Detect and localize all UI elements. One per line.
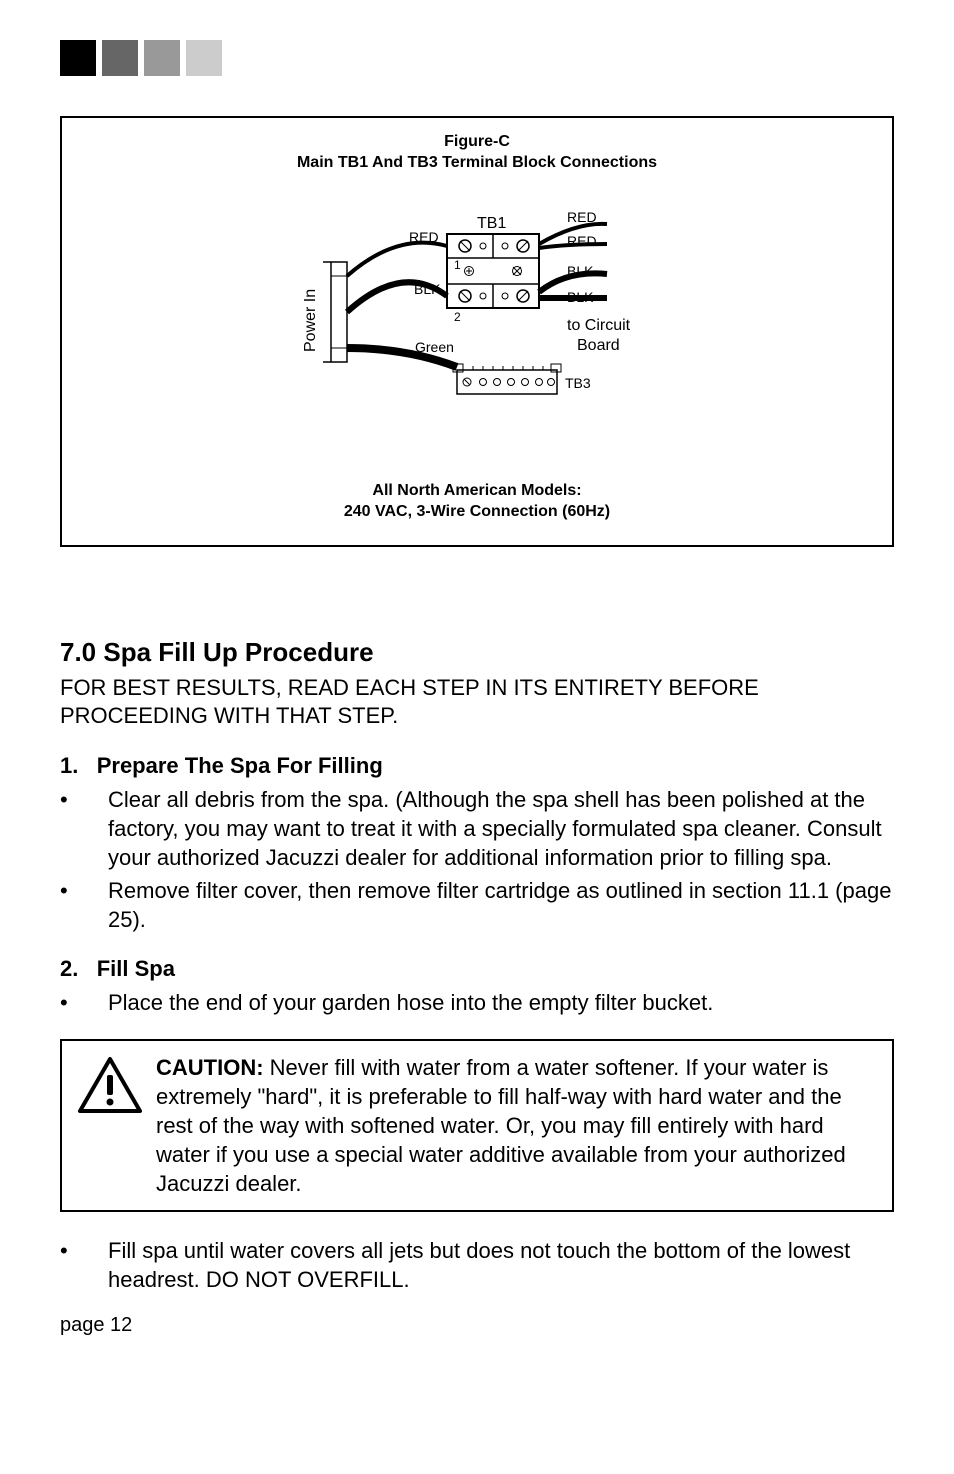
- step-1-bullet-2: Remove filter cover, then remove filter …: [60, 876, 894, 934]
- section-heading: 7.0 Spa Fill Up Procedure: [60, 637, 894, 668]
- step-2: 2. Fill Spa Place the end of your garden…: [60, 956, 894, 1017]
- step-2-num: 2.: [60, 956, 78, 981]
- label-tb3: TB3: [565, 375, 591, 391]
- figure-title-line1: Figure-C: [444, 133, 510, 150]
- step-2-bullet-1: Place the end of your garden hose into t…: [60, 988, 894, 1017]
- figure-caption-line1: All North American Models:: [372, 482, 581, 499]
- figure-caption-line2: 240 VAC, 3-Wire Connection (60Hz): [344, 503, 610, 520]
- caution-label: CAUTION:: [156, 1055, 264, 1080]
- step-1-label: Prepare The Spa For Filling: [97, 753, 383, 778]
- square-4: [186, 40, 222, 76]
- final-bullet: Fill spa until water covers all jets but…: [60, 1236, 894, 1294]
- warning-icon: [78, 1057, 142, 1113]
- label-green: Green: [415, 339, 454, 355]
- label-to-circuit: to Circuit: [567, 317, 631, 334]
- square-3: [144, 40, 180, 76]
- step-1-num: 1.: [60, 753, 78, 778]
- page-number: page 12: [60, 1314, 894, 1337]
- section-lead: FOR BEST RESULTS, READ EACH STEP IN ITS …: [60, 674, 894, 731]
- step-2-label: Fill Spa: [97, 956, 175, 981]
- caution-box: CAUTION: Never fill with water from a wa…: [60, 1039, 894, 1212]
- step-2-title: 2. Fill Spa: [60, 956, 894, 982]
- label-tb1: TB1: [477, 215, 506, 232]
- label-1: 1: [454, 258, 461, 272]
- wiring-diagram: TB1 RED RED RED BLK BLK BLK 1 2 Power In…: [247, 192, 707, 452]
- square-2: [102, 40, 138, 76]
- header-indicator: [60, 40, 894, 76]
- caution-text: CAUTION: Never fill with water from a wa…: [156, 1053, 876, 1198]
- figure-title: Figure-C Main TB1 And TB3 Terminal Block…: [82, 132, 872, 174]
- label-board: Board: [577, 337, 620, 354]
- label-power-in: Power In: [302, 288, 319, 351]
- step-1-bullet-1: Clear all debris from the spa. (Although…: [60, 785, 894, 872]
- step-1: 1. Prepare The Spa For Filling Clear all…: [60, 753, 894, 934]
- square-1: [60, 40, 96, 76]
- step-1-title: 1. Prepare The Spa For Filling: [60, 753, 894, 779]
- label-2: 2: [454, 310, 461, 324]
- figure-c-box: Figure-C Main TB1 And TB3 Terminal Block…: [60, 116, 894, 547]
- figure-title-line2: Main TB1 And TB3 Terminal Block Connecti…: [297, 154, 657, 171]
- figure-caption: All North American Models: 240 VAC, 3-Wi…: [82, 480, 872, 523]
